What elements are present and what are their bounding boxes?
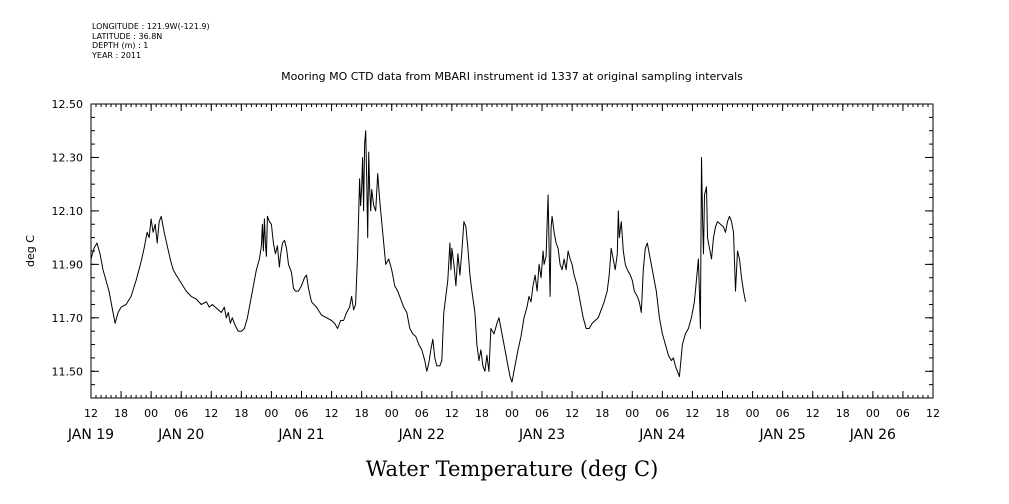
x-tick-label: 06 [535, 407, 549, 420]
chart-title: Mooring MO CTD data from MBARI instrumen… [281, 70, 743, 83]
y-tick-label: 11.90 [52, 258, 84, 271]
y-tick-label: 11.50 [52, 365, 84, 378]
longitude-label: LONGITUDE : 121.9W(-121.9) [92, 22, 210, 31]
x-tick-label: 12 [204, 407, 218, 420]
x-day-label: JAN 26 [849, 427, 896, 443]
y-tick-label: 12.30 [52, 151, 84, 164]
y-tick-label: 12.10 [52, 205, 84, 218]
x-day-label: JAN 25 [759, 427, 806, 443]
x-tick-label: 12 [806, 407, 820, 420]
y-axis: 11.50 11.70 11.90 12.10 12.30 12.50 [52, 98, 933, 399]
year-label: YEAR : 2011 [92, 50, 142, 60]
x-tick-label: 12 [84, 407, 98, 420]
x-tick-label: 18 [234, 407, 248, 420]
x-tick-label: 18 [836, 407, 850, 420]
x-tick-label: 06 [295, 407, 309, 420]
x-tick-label: 06 [896, 407, 910, 420]
x-axis-label: Water Temperature (deg C) [366, 457, 659, 481]
x-tick-label: 18 [475, 407, 489, 420]
y-tick-label: 11.70 [52, 312, 84, 325]
x-axis: 12 18 00 06 12 18 00 06 12 18 00 06 12 18 00 06 12 18 00 06… [67, 104, 940, 443]
series-line [90, 130, 747, 383]
x-day-label: JAN 19 [67, 427, 114, 443]
x-tick-label: 00 [625, 407, 639, 420]
latitude-label: LATITUDE : 36.8N [92, 31, 163, 41]
x-tick-label: 00 [264, 407, 278, 420]
x-day-label: JAN 24 [638, 427, 685, 443]
x-day-label: JAN 22 [398, 427, 445, 443]
series-group [90, 130, 747, 383]
plot-frame [90, 103, 934, 399]
x-tick-label: 12 [926, 407, 940, 420]
x-tick-label: 06 [415, 407, 429, 420]
x-tick-label: 12 [685, 407, 699, 420]
x-tick-label: 00 [144, 407, 158, 420]
depth-label: DEPTH (m) : 1 [92, 41, 149, 50]
x-tick-label: 12 [445, 407, 459, 420]
x-tick-label: 18 [114, 407, 128, 420]
x-day-label: JAN 20 [157, 427, 204, 443]
y-tick-label: 12.50 [52, 98, 84, 111]
x-tick-label: 18 [355, 407, 369, 420]
x-tick-label: 06 [655, 407, 669, 420]
x-tick-label: 12 [325, 407, 339, 420]
x-tick-label: 00 [385, 407, 399, 420]
x-tick-label: 06 [776, 407, 790, 420]
x-tick-label: 00 [866, 407, 880, 420]
dataset-metadata: LONGITUDE : 121.9W(-121.9) LATITUDE : 36… [92, 22, 210, 60]
x-tick-label: 18 [595, 407, 609, 420]
y-axis-label: deg C [24, 235, 37, 267]
x-tick-label: 06 [174, 407, 188, 420]
x-tick-label: 18 [716, 407, 730, 420]
x-tick-label: 00 [746, 407, 760, 420]
x-day-label: JAN 21 [277, 427, 324, 443]
x-tick-label: 00 [505, 407, 519, 420]
x-tick-label: 12 [565, 407, 579, 420]
x-day-label: JAN 23 [518, 427, 565, 443]
